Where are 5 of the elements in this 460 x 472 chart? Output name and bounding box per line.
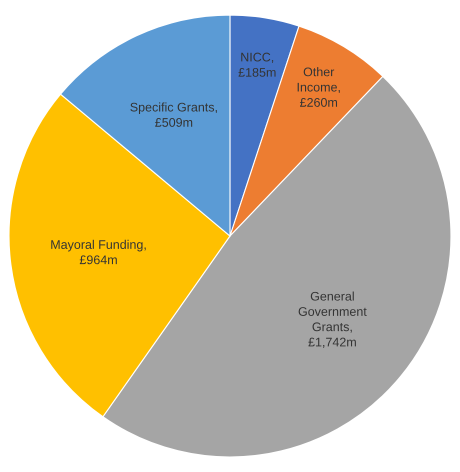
slice-label: Mayoral Funding, £964m <box>51 240 146 264</box>
slice-label: NICC, £185m <box>238 52 276 77</box>
slice-label: General Government Grants, £1,742m <box>298 291 367 348</box>
slice-label: Other Income, £260m <box>298 67 340 107</box>
slice-label: Specific Grants, £509m <box>130 102 217 127</box>
